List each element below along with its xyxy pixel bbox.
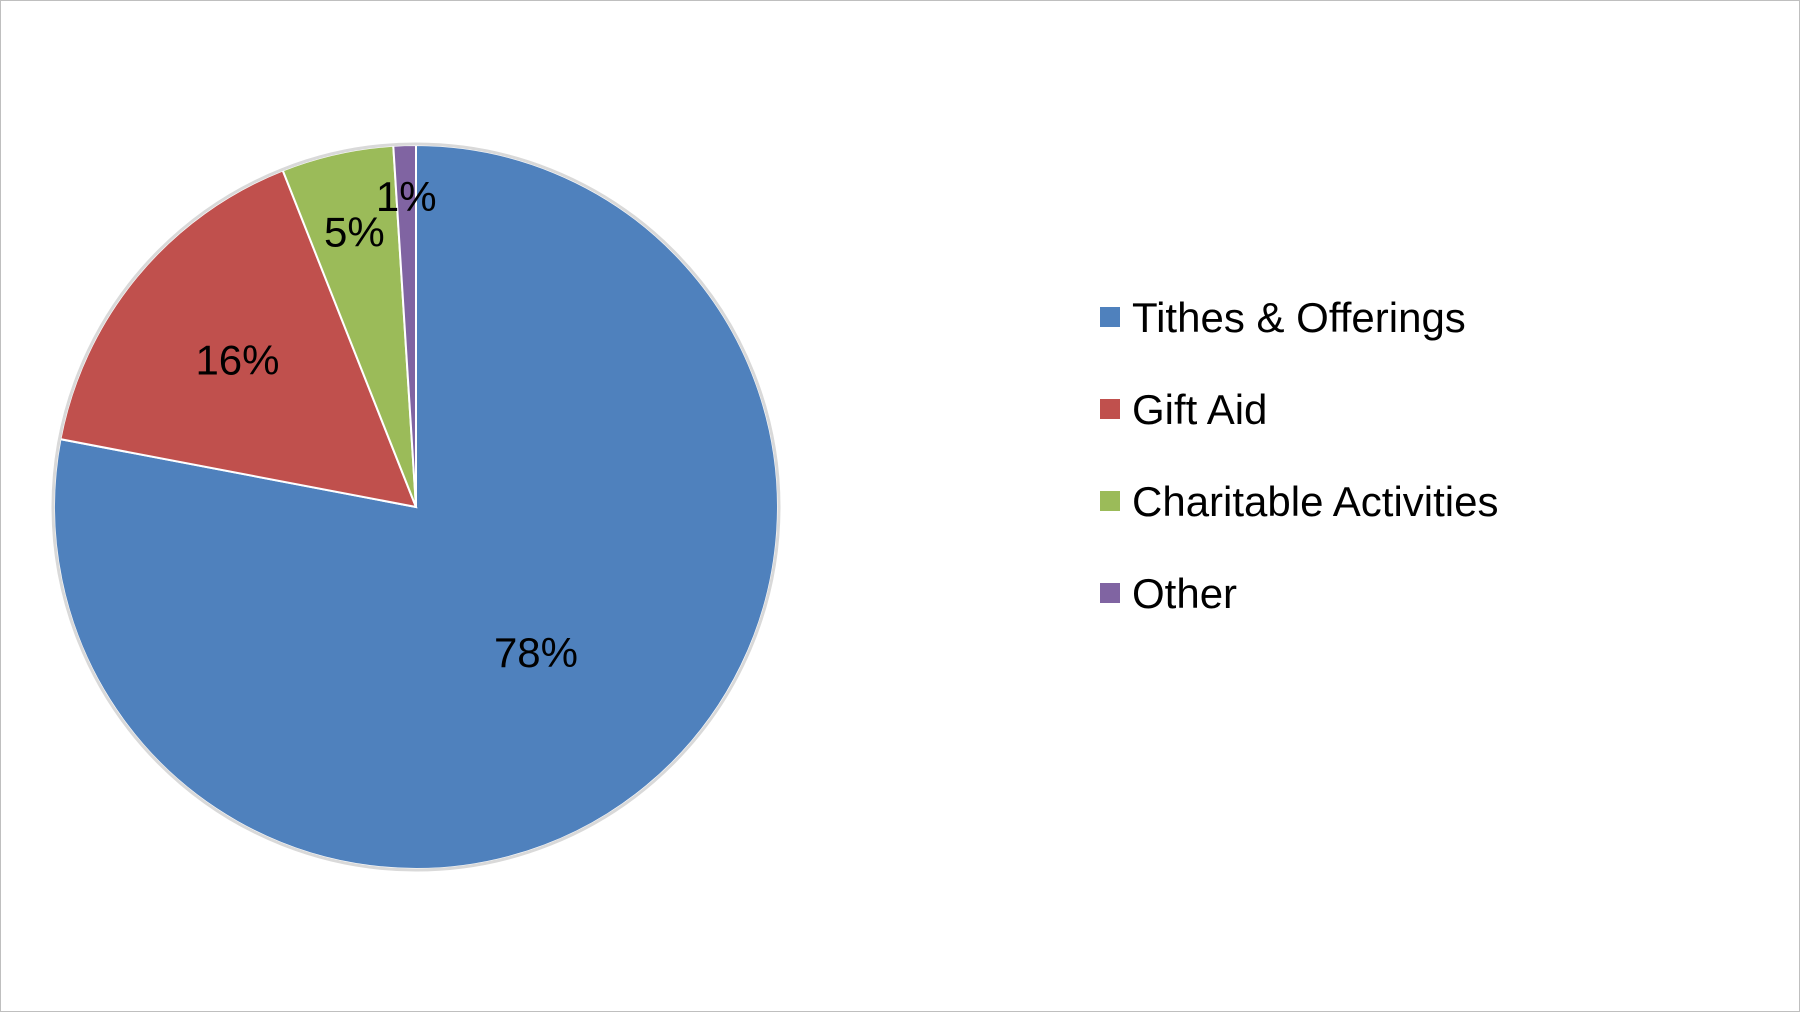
- legend-swatch: [1100, 307, 1120, 327]
- data-label-other: 1%: [376, 173, 437, 220]
- legend-swatch: [1100, 491, 1120, 511]
- pie-data-labels: 78% 16% 5%1%: [195, 173, 578, 676]
- legend-swatch: [1100, 399, 1120, 419]
- data-label-gift-aid: 16%: [195, 336, 279, 383]
- legend-swatch: [1100, 583, 1120, 603]
- legend-item-gift-aid: Gift Aid: [1100, 387, 1499, 479]
- legend-label: Charitable Activities: [1132, 478, 1499, 525]
- data-label-charitable-activities: 5%: [324, 208, 385, 255]
- legend-label: Gift Aid: [1132, 386, 1268, 433]
- pie-slices: [53, 143, 779, 870]
- legend: Tithes & Offerings Gift Aid Charitable Act…: [1100, 295, 1499, 663]
- legend-label: Tithes & Offerings: [1132, 294, 1466, 341]
- legend-item-other: Other: [1100, 571, 1499, 663]
- legend-item-tithes-offerings: Tithes & Offerings: [1100, 295, 1499, 387]
- legend-item-charitable-activities: Charitable Activities: [1100, 479, 1499, 571]
- pie-outline: [51, 142, 781, 872]
- data-label-tithes-offerings: 78%: [494, 629, 578, 676]
- legend-label: Other: [1132, 570, 1238, 617]
